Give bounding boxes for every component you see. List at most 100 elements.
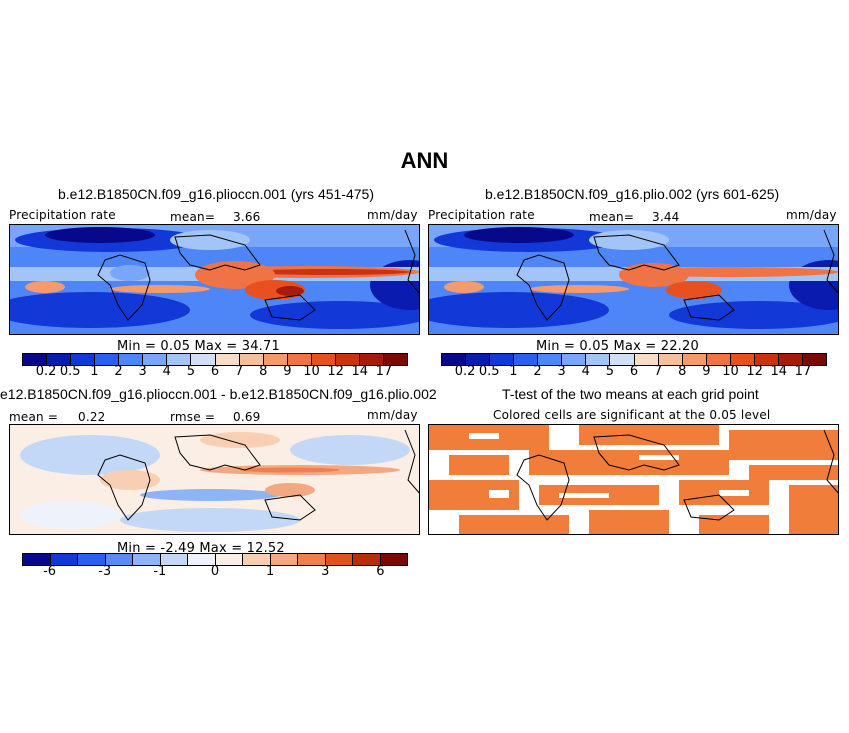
panel2-field <box>429 225 838 334</box>
colorbar-swatch <box>610 354 635 365</box>
panel2-colorbar-ticks: 0.2 0.5 1 2 3 4 5 6 7 8 9 10 12 14 17 <box>441 364 827 380</box>
colorbar-swatch <box>335 354 360 365</box>
colorbar-swatch <box>243 554 271 565</box>
colorbar-swatch <box>50 554 78 565</box>
panel1-mean-label: mean= <box>170 210 216 224</box>
colorbar-tick-label: -3 <box>98 564 112 579</box>
colorbar-tick-label: 0.5 <box>59 364 81 379</box>
colorbar-swatch <box>311 354 336 365</box>
colorbar-tick-label: 3 <box>321 564 330 579</box>
colorbar-tick-label: 0.2 <box>35 364 57 379</box>
colorbar-swatch <box>298 554 326 565</box>
colorbar-tick-label: 14 <box>351 364 369 379</box>
colorbar-tick-label: 8 <box>678 364 687 379</box>
panel3-colorbar <box>22 553 408 566</box>
colorbar-tick-label: 1 <box>266 564 275 579</box>
colorbar-tick-label: 2 <box>533 364 542 379</box>
colorbar-tick-label: 9 <box>283 364 292 379</box>
panel3-rmse-value: 0.69 <box>233 410 261 424</box>
colorbar-swatch <box>383 354 407 365</box>
panel2-units: mm/day <box>786 208 837 222</box>
colorbar-swatch <box>191 354 216 365</box>
panel3-colorbar-ticks: -6 -3 -1 0 1 3 6 <box>22 564 408 580</box>
colorbar-tick-label: -6 <box>43 564 57 579</box>
colorbar-swatch <box>215 554 243 565</box>
colorbar-tick-label: 17 <box>794 364 812 379</box>
panel3-mean-label: mean = <box>9 410 59 424</box>
panel1-units: mm/day <box>367 208 418 222</box>
colorbar-tick-label: 12 <box>746 364 763 379</box>
colorbar-swatch <box>634 354 659 365</box>
colorbar-swatch <box>730 354 755 365</box>
panel2-colorbar <box>441 353 827 366</box>
panel2-title: b.e12.B1850CN.f09_g16.plio.002 (yrs 601-… <box>485 186 780 202</box>
colorbar-tick-label: 5 <box>186 364 196 379</box>
colorbar-tick-label: 1 <box>509 364 518 379</box>
colorbar-tick-label: 2 <box>114 364 123 379</box>
colorbar-tick-label: 0 <box>210 564 220 579</box>
colorbar-swatch <box>586 354 611 365</box>
colorbar-swatch <box>682 354 707 365</box>
panel2-precip-map <box>428 224 839 335</box>
colorbar-swatch <box>514 354 539 365</box>
panel1-colorbar <box>22 353 408 366</box>
panel1-left-label: Precipitation rate <box>9 208 116 222</box>
colorbar-swatch <box>353 554 381 565</box>
panel1-mean-value: 3.66 <box>233 210 261 224</box>
figure-title: ANN <box>400 148 449 173</box>
colorbar-swatch <box>442 354 467 365</box>
panel1-field <box>10 225 419 334</box>
colorbar-tick-label: 7 <box>234 364 244 379</box>
colorbar-swatch <box>270 554 298 565</box>
colorbar-swatch <box>133 554 161 565</box>
panel1-min-max: Min = 0.05 Max = 34.71 <box>117 339 280 354</box>
colorbar-swatch <box>47 354 72 365</box>
colorbar-swatch <box>706 354 731 365</box>
colorbar-tick-label: 6 <box>376 564 385 579</box>
panel3-units: mm/day <box>367 408 418 422</box>
panel2-mean-value: 3.44 <box>652 210 680 224</box>
colorbar-tick-label: 8 <box>259 364 268 379</box>
panel1-colorbar-ticks: 0.2 0.5 1 2 3 4 5 6 7 8 9 10 12 14 17 <box>22 364 408 380</box>
colorbar-swatch <box>359 354 384 365</box>
colorbar-tick-label: 6 <box>629 364 639 379</box>
colorbar-tick-label: 3 <box>557 364 566 379</box>
colorbar-swatch <box>160 554 188 565</box>
colorbar-swatch <box>802 354 826 365</box>
colorbar-swatch <box>778 354 803 365</box>
panel2-mean-label: mean= <box>589 210 635 224</box>
colorbar-tick-label: 12 <box>327 364 344 379</box>
colorbar-tick-label: 3 <box>138 364 147 379</box>
colorbar-swatch <box>95 354 120 365</box>
colorbar-tick-label: 5 <box>605 364 615 379</box>
colorbar-tick-label: 4 <box>581 364 590 379</box>
panel3-rmse-label: rmse = <box>170 410 216 424</box>
panel3-mean-value: 0.22 <box>78 410 106 424</box>
colorbar-swatch <box>23 554 51 565</box>
colorbar-tick-label: 7 <box>653 364 663 379</box>
colorbar-swatch <box>658 354 683 365</box>
colorbar-tick-label: 10 <box>303 364 320 379</box>
colorbar-tick-label: 4 <box>162 364 171 379</box>
panel3-title: e12.B1850CN.f09_g16.plioccn.001 - b.e12.… <box>0 386 437 402</box>
colorbar-swatch <box>380 554 407 565</box>
panel4-field <box>429 425 838 534</box>
colorbar-swatch <box>239 354 264 365</box>
panel3-difference-map <box>9 424 420 535</box>
panel3-field <box>10 425 419 534</box>
panel4-title: T-test of the two means at each grid poi… <box>502 386 759 402</box>
colorbar-swatch <box>71 354 96 365</box>
colorbar-swatch <box>325 554 353 565</box>
colorbar-tick-label: 14 <box>770 364 788 379</box>
colorbar-tick-label: 17 <box>375 364 393 379</box>
panel2-left-label: Precipitation rate <box>428 208 535 222</box>
colorbar-swatch <box>23 354 48 365</box>
panel4-significance-map <box>428 424 839 535</box>
colorbar-tick-label: 9 <box>702 364 711 379</box>
panel1-title: b.e12.B1850CN.f09_g16.plioccn.001 (yrs 4… <box>58 186 374 202</box>
colorbar-tick-label: 1 <box>90 364 99 379</box>
colorbar-swatch <box>119 354 144 365</box>
colorbar-swatch <box>215 354 240 365</box>
colorbar-tick-label: -1 <box>153 564 167 579</box>
panel1-precip-map <box>9 224 420 335</box>
